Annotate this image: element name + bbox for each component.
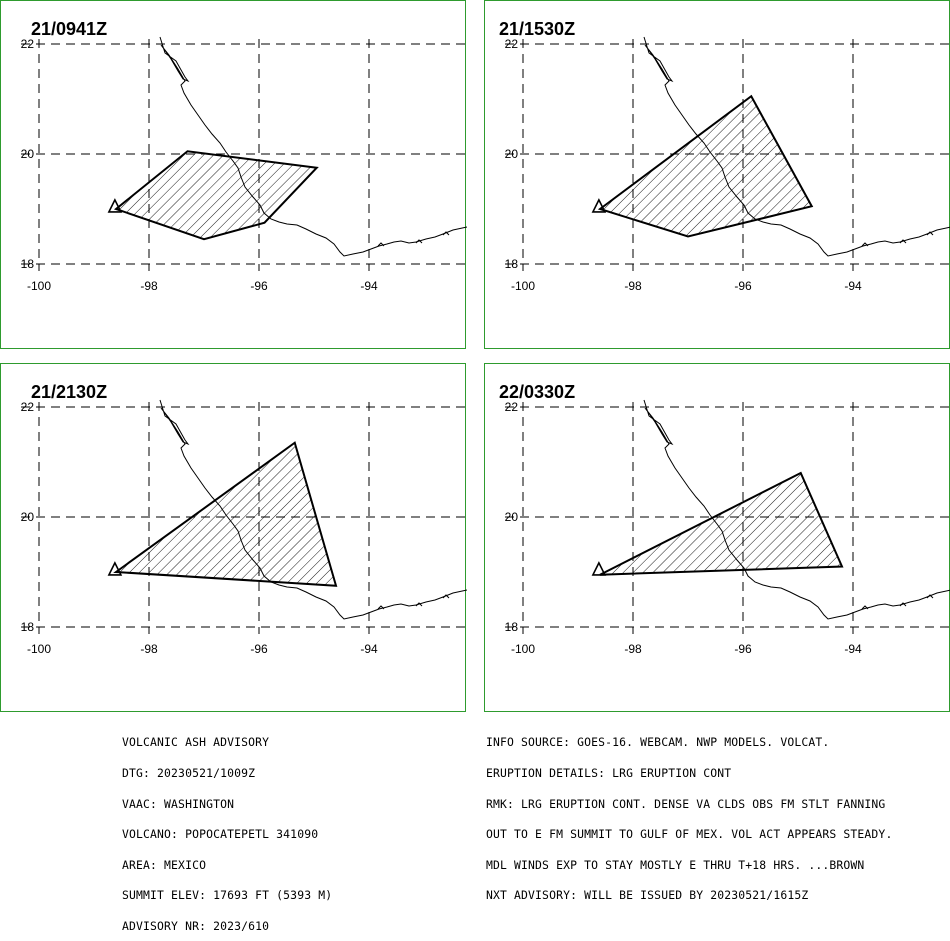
coast-detail: [926, 594, 934, 599]
lon-tick-label: -96: [734, 279, 752, 293]
lat-tick-label: 18: [21, 257, 35, 271]
lat-tick-label: 22: [505, 37, 519, 51]
advisory-line: ADVISORY NR: 2023/610: [122, 918, 270, 933]
map-svg-1: -100 -98 -96 -94 18 20 22: [21, 36, 467, 293]
advisory-line: ERUPTION DETAILS: LRG ERUPTION CONT: [486, 766, 732, 780]
ash-cloud-polygon: [597, 94, 814, 238]
advisory-line: DTG: 20230521/1009Z: [122, 766, 256, 780]
advisory-line: VOLCANIC ASH ADVISORY: [122, 735, 270, 750]
coast-detail: [899, 602, 907, 607]
lon-tick-label: -96: [734, 642, 752, 656]
panel-title-4: 22/0330Z: [499, 382, 576, 402]
lat-tick-label: 20: [505, 510, 519, 524]
advisory-line: AREA: MEXICO: [122, 857, 207, 872]
lon-tick-label: -94: [360, 642, 378, 656]
coast-detail: [899, 239, 907, 244]
lat-tick-label: 18: [21, 620, 35, 634]
lon-tick-label: -98: [140, 279, 158, 293]
map-panel-3: -100 -98 -96 -94 18 20 22 21/2130Z: [0, 363, 467, 712]
lat-tick-label: 22: [505, 400, 519, 414]
map-svg-3: -100 -98 -96 -94 18 20 22: [21, 399, 467, 656]
lon-tick-label: -98: [624, 642, 642, 656]
advisory-line: RMK: LRG ERUPTION CONT. DENSE VA CLDS OB…: [486, 796, 886, 811]
panel-title-2: 21/1530Z: [499, 19, 576, 39]
coast-detail: [861, 242, 869, 247]
advisory-line: VAAC: WASHINGTON: [122, 796, 235, 811]
ash-cloud-polygon: [113, 150, 319, 241]
lon-tick-label: -100: [511, 642, 535, 656]
lat-tick-label: 20: [21, 510, 35, 524]
lon-tick-label: -94: [844, 642, 862, 656]
lat-tick-label: 22: [21, 37, 35, 51]
coast-detail: [377, 242, 385, 247]
lon-tick-label: -94: [844, 279, 862, 293]
volcano-triangle-icon: [591, 198, 607, 213]
advisory-header-left: VOLCANIC ASH ADVISORY DTG: 20230521/1009…: [122, 717, 332, 941]
lon-tick-label: -96: [250, 642, 268, 656]
coast-detail: [442, 231, 450, 236]
advisory-line: MDL WINDS EXP TO STAY MOSTLY E THRU T+18…: [486, 857, 865, 872]
coast-detail: [377, 605, 385, 610]
advisory-line: VOLCANO: POPOCATEPETL 341090: [122, 827, 319, 842]
lon-tick-label: -100: [27, 279, 51, 293]
lon-tick-label: -100: [27, 642, 51, 656]
coast-detail: [415, 239, 423, 244]
map-panel-2: -100 -98 -96 -94 18 20 22 21/1530Z: [484, 0, 950, 349]
lon-tick-label: -100: [511, 279, 535, 293]
volcano-triangle-icon: [107, 561, 123, 576]
volcano-triangle-icon: [107, 198, 123, 213]
advisory-line: INFO SOURCE: GOES-16. WEBCAM. NWP MODELS…: [486, 735, 830, 750]
advisory-line: SUMMIT ELEV: 17693 FT (5393 M): [122, 888, 333, 903]
advisory-line: NXT ADVISORY: WILL BE ISSUED BY 20230521…: [486, 888, 809, 903]
lat-tick-label: 20: [21, 147, 35, 161]
coast-detail: [415, 602, 423, 607]
lat-tick-label: 18: [505, 257, 519, 271]
panel-title-3: 21/2130Z: [31, 382, 108, 402]
map-svg-2: -100 -98 -96 -94 18 20 22: [505, 36, 950, 293]
advisory-details-right: INFO SOURCE: GOES-16. WEBCAM. NWP MODELS…: [486, 717, 892, 911]
advisory-line: OUT TO E FM SUMMIT TO GULF OF MEX. VOL A…: [486, 827, 893, 842]
coast-detail: [442, 594, 450, 599]
map-svg-4: -100 -98 -96 -94 18 20 22: [505, 399, 950, 656]
lon-tick-label: -94: [360, 279, 378, 293]
map-panel-1: -100 -98 -96 -94 18 20 22 21/0941Z: [0, 0, 467, 349]
lon-tick-label: -96: [250, 279, 268, 293]
coast-detail: [926, 231, 934, 236]
coast-detail: [861, 605, 869, 610]
lat-tick-label: 20: [505, 147, 519, 161]
lon-tick-label: -98: [624, 279, 642, 293]
lat-tick-label: 22: [21, 400, 35, 414]
lon-tick-label: -98: [140, 642, 158, 656]
ash-cloud-polygon: [113, 441, 338, 587]
lat-tick-label: 18: [505, 620, 519, 634]
panel-title-1: 21/0941Z: [31, 19, 108, 39]
volcano-triangle-icon: [591, 561, 607, 576]
ash-cloud-polygon: [599, 471, 844, 576]
map-panel-4: -100 -98 -96 -94 18 20 22 22/0330Z: [484, 363, 950, 712]
